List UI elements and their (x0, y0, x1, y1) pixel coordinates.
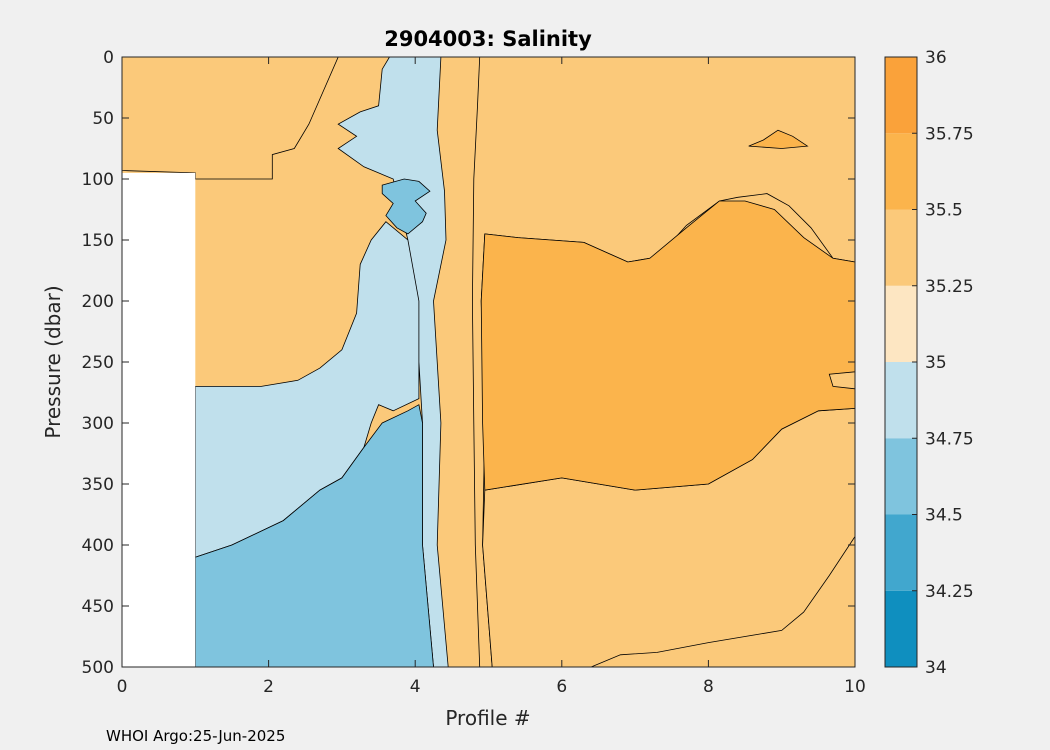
x-tick-label: 0 (117, 677, 128, 697)
colorbar: 34 34.25 34.5 34.75 35 35.25 35.5 35.75 36 (884, 48, 974, 678)
colorbar-segment (885, 285, 917, 362)
x-tick-label: 6 (556, 677, 567, 697)
x-axis: 0 2 4 6 8 10 (117, 57, 866, 697)
colorbar-tick-label: 35.75 (925, 124, 974, 144)
chart-title: 2904003: Salinity (384, 27, 592, 51)
y-tick-label: 50 (92, 109, 114, 129)
colorbar-segment (885, 209, 917, 286)
y-axis-label: Pressure (dbar) (41, 285, 65, 438)
footer-credit: WHOI Argo:25-Jun-2025 (106, 727, 285, 745)
x-tick-label: 2 (263, 677, 274, 697)
colorbar-tick-label: 34 (925, 658, 947, 678)
colorbar-tick-label: 34.75 (925, 429, 974, 449)
y-tick-label: 450 (82, 597, 114, 617)
colorbar-segment (885, 438, 917, 515)
no-data-region (122, 172, 196, 667)
colorbar-segment (885, 57, 917, 134)
contour-region-35.5-35.75 (480, 200, 855, 491)
colorbar-tick-label: 34.5 (925, 506, 963, 526)
x-tick-label: 4 (410, 677, 421, 697)
colorbar-tick-label: 35 (925, 353, 947, 373)
y-tick-label: 200 (82, 292, 114, 312)
colorbar-tick-label: 35.5 (925, 201, 963, 221)
y-tick-label: 150 (82, 231, 114, 251)
y-tick-label: 100 (82, 170, 114, 190)
y-tick-label: 250 (82, 353, 114, 373)
y-axis: 0 50 100 150 200 250 300 350 400 450 500 (82, 48, 855, 678)
contour-region-34.75-35 (194, 57, 449, 667)
y-tick-label: 300 (82, 414, 114, 434)
contour-region-35.5-35.75 (748, 129, 809, 149)
y-tick-label: 500 (82, 658, 114, 678)
colorbar-segment (885, 590, 917, 667)
colorbar-segment (885, 514, 917, 591)
colorbar-tick-label: 36 (925, 48, 947, 68)
x-tick-label: 10 (844, 677, 866, 697)
x-axis-label: Profile # (445, 706, 530, 730)
x-tick-label: 8 (703, 677, 714, 697)
colorbar-tick-label: 35.25 (925, 277, 974, 297)
colorbar-tick-label: 34.25 (925, 582, 974, 602)
colorbar-segment (885, 362, 917, 439)
y-tick-label: 400 (82, 536, 114, 556)
contour-region-34.5-34.75 (194, 404, 434, 667)
contour-regions (122, 57, 855, 667)
contour-region-34.5-34.75 (381, 178, 431, 235)
y-tick-label: 0 (103, 48, 114, 68)
contour-region-35.25-35.5 (122, 57, 339, 180)
plot-area (121, 56, 856, 668)
colorbar-segment (885, 133, 917, 210)
y-tick-label: 350 (82, 475, 114, 495)
